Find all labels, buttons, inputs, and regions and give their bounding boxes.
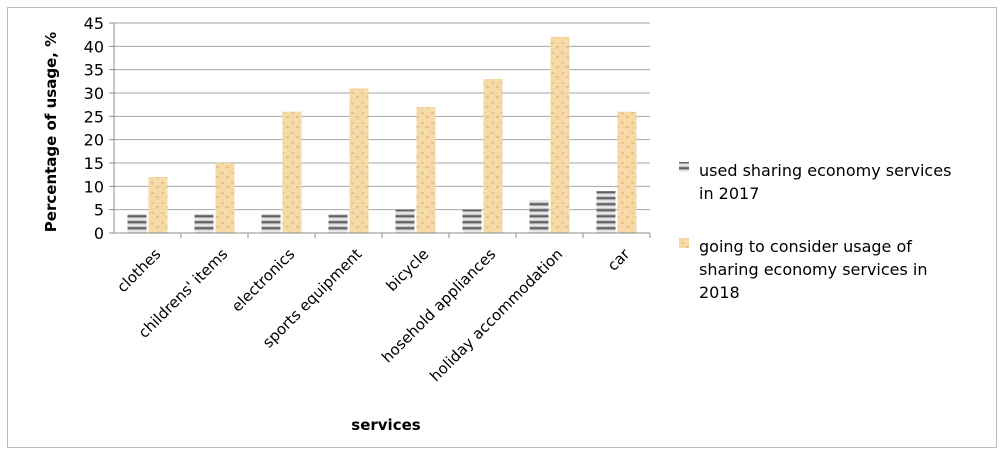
y-tick-label: 20 [84, 131, 104, 150]
y-tick-label: 35 [84, 61, 104, 80]
y-tick-label: 40 [84, 37, 104, 56]
bar-2017 [395, 209, 415, 233]
legend: used sharing economy services in 2017 goin… [679, 161, 951, 302]
legend-swatch-2018 [679, 238, 689, 248]
y-tick-label: 15 [84, 154, 104, 173]
legend-label: sharing economy services in [699, 260, 928, 279]
y-tick-label: 25 [84, 107, 104, 126]
y-tick-label: 10 [84, 177, 104, 196]
bar-2017 [328, 214, 348, 233]
x-tick-label: bicycle [382, 245, 432, 295]
legend-swatch-2017 [679, 162, 689, 172]
x-axis-title: services [351, 416, 420, 434]
legend-label: going to consider usage of [699, 237, 912, 256]
bar-2018 [550, 37, 570, 233]
legend-label: 2018 [699, 283, 740, 302]
bar-2017 [127, 214, 147, 233]
bar-2018 [483, 79, 503, 233]
y-tick-label: 45 [84, 14, 104, 33]
x-tick-label: hosehold appliances [378, 245, 499, 366]
bar-2017 [261, 214, 281, 233]
bar-2018 [349, 88, 369, 233]
bar-2018 [215, 163, 235, 233]
y-tick-label: 0 [94, 224, 104, 243]
bar-2017 [462, 209, 482, 233]
x-tick-label: car [604, 245, 634, 275]
legend-label: used sharing economy services [699, 161, 951, 180]
x-tick-label: holiday accommodation [426, 245, 566, 385]
x-tick-label: clothes [113, 245, 164, 296]
y-axis-title: Percentage of usage, % [42, 32, 60, 232]
bar-2018 [148, 177, 168, 233]
legend-label: in 2017 [699, 184, 759, 203]
bar-2017 [194, 214, 214, 233]
bar-2017 [596, 191, 616, 233]
bar-2018 [617, 111, 637, 233]
x-tick-label: electronics [228, 245, 298, 315]
bar-2018 [282, 111, 302, 233]
bar-2017 [529, 200, 549, 233]
y-tick-label: 30 [84, 84, 104, 103]
bar-2018 [416, 107, 436, 233]
y-tick-label: 5 [94, 201, 104, 220]
